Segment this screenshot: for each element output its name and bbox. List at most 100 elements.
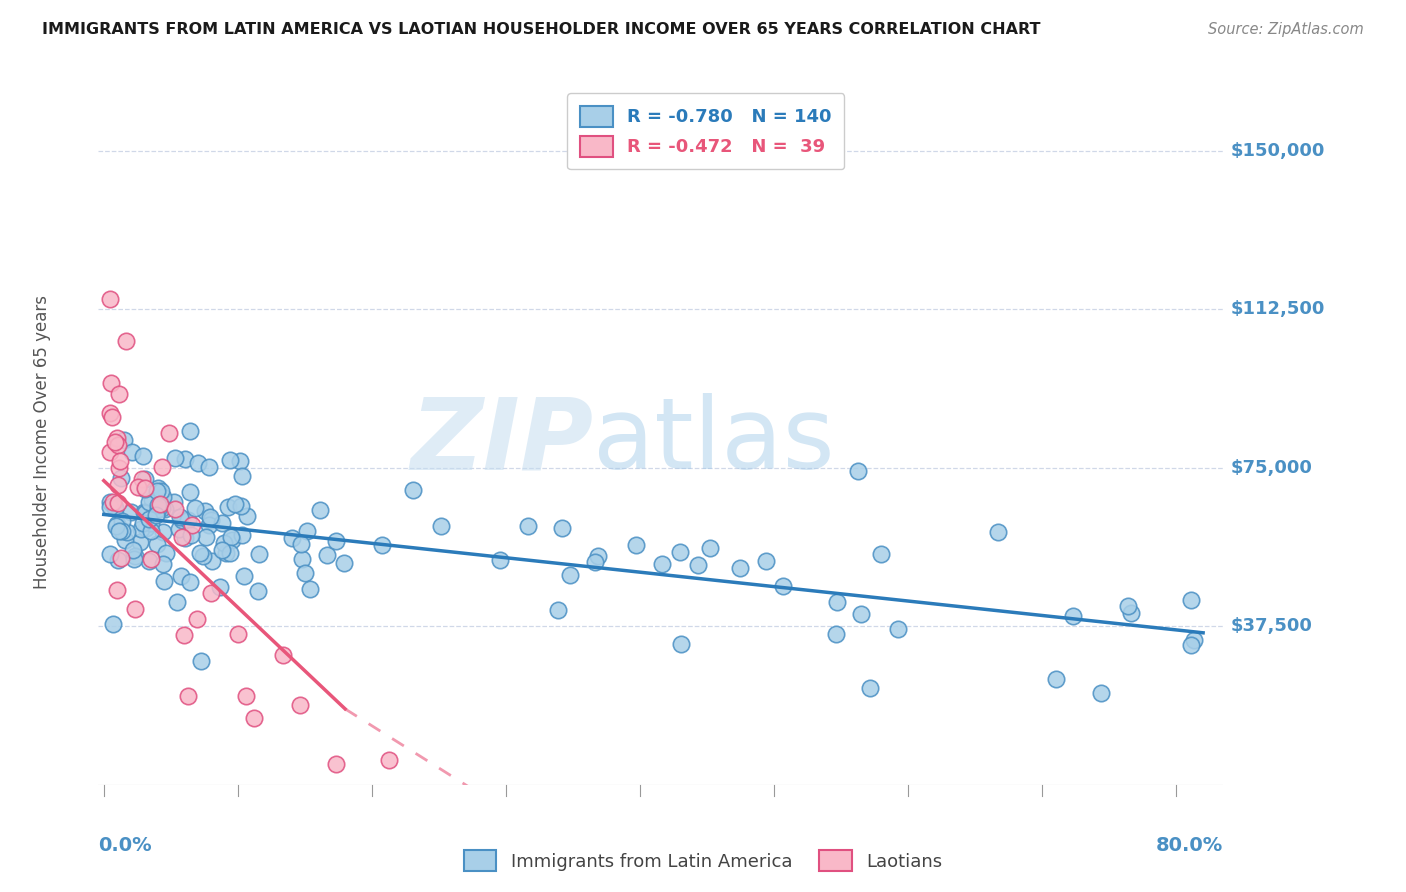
Point — [191, 549, 214, 564]
Point — [110, 453, 132, 467]
Point — [141, 516, 163, 531]
Point — [153, 574, 176, 588]
Point — [1180, 593, 1202, 607]
Point — [215, 547, 238, 561]
Text: IMMIGRANTS FROM LATIN AMERICA VS LAOTIAN HOUSEHOLDER INCOME OVER 65 YEARS CORREL: IMMIGRANTS FROM LATIN AMERICA VS LAOTIAN… — [42, 22, 1040, 37]
Point — [371, 538, 394, 552]
Point — [152, 491, 174, 505]
Text: 80.0%: 80.0% — [1156, 837, 1223, 855]
Point — [247, 547, 270, 561]
Point — [132, 516, 155, 530]
Point — [110, 524, 132, 538]
Point — [651, 557, 673, 571]
Point — [686, 558, 709, 572]
Point — [111, 514, 134, 528]
Point — [699, 541, 721, 555]
Point — [190, 655, 212, 669]
Point — [198, 459, 221, 474]
Point — [1045, 672, 1067, 686]
Point — [103, 498, 125, 512]
Point — [100, 500, 122, 514]
Point — [1182, 633, 1205, 648]
Point — [145, 508, 167, 522]
Point — [870, 548, 893, 562]
Text: $112,500: $112,500 — [1232, 301, 1326, 318]
Point — [402, 483, 425, 497]
Point — [271, 648, 294, 662]
Point — [100, 547, 122, 561]
Point — [124, 602, 146, 616]
Point — [179, 424, 201, 438]
Point — [170, 569, 193, 583]
Text: 0.0%: 0.0% — [98, 837, 152, 855]
Text: Source: ZipAtlas.com: Source: ZipAtlas.com — [1208, 22, 1364, 37]
Point — [115, 524, 138, 539]
Point — [430, 518, 453, 533]
Point — [235, 689, 257, 703]
Text: atlas: atlas — [593, 393, 835, 490]
Point — [163, 450, 186, 465]
Point — [558, 568, 581, 582]
Point — [152, 557, 174, 571]
Point — [132, 505, 155, 519]
Point — [827, 594, 849, 608]
Point — [167, 522, 190, 536]
Point — [174, 531, 197, 545]
Point — [316, 548, 339, 562]
Point — [849, 607, 872, 622]
Point — [134, 506, 156, 520]
Legend: Immigrants from Latin America, Laotians: Immigrants from Latin America, Laotians — [457, 843, 949, 879]
Point — [308, 502, 330, 516]
Point — [114, 434, 136, 448]
Point — [165, 502, 187, 516]
Point — [200, 586, 222, 600]
Point — [108, 386, 131, 401]
Point — [294, 566, 316, 580]
Point — [846, 464, 869, 478]
Point — [134, 481, 156, 495]
Point — [1090, 686, 1112, 700]
Point — [1116, 599, 1139, 614]
Point — [295, 524, 318, 538]
Point — [100, 376, 122, 391]
Point — [172, 512, 194, 526]
Point — [730, 560, 752, 574]
Point — [184, 500, 207, 515]
Text: $75,000: $75,000 — [1232, 459, 1313, 477]
Point — [100, 406, 122, 420]
Point — [148, 498, 170, 512]
Point — [211, 543, 233, 558]
Point — [197, 517, 219, 532]
Point — [104, 519, 127, 533]
Point — [624, 538, 647, 552]
Point — [325, 533, 347, 548]
Point — [212, 535, 235, 549]
Point — [131, 473, 153, 487]
Point — [129, 534, 152, 549]
Point — [586, 549, 609, 563]
Point — [887, 622, 910, 636]
Point — [180, 517, 202, 532]
Point — [516, 518, 538, 533]
Point — [755, 554, 778, 568]
Point — [134, 471, 156, 485]
Point — [150, 500, 173, 515]
Point — [229, 454, 252, 468]
Point — [122, 552, 145, 566]
Point — [221, 533, 243, 547]
Point — [224, 497, 246, 511]
Point — [208, 580, 231, 594]
Legend: R = -0.780   N = 140, R = -0.472   N =  39: R = -0.780 N = 140, R = -0.472 N = 39 — [568, 94, 844, 169]
Point — [107, 496, 129, 510]
Point — [103, 434, 125, 449]
Point — [231, 499, 253, 513]
Point — [180, 528, 202, 542]
Point — [100, 494, 122, 508]
Point — [139, 551, 162, 566]
Point — [186, 612, 208, 626]
Point — [232, 569, 254, 583]
Point — [163, 495, 186, 509]
Point — [179, 485, 201, 500]
Text: $37,500: $37,500 — [1232, 617, 1313, 635]
Point — [290, 537, 312, 551]
